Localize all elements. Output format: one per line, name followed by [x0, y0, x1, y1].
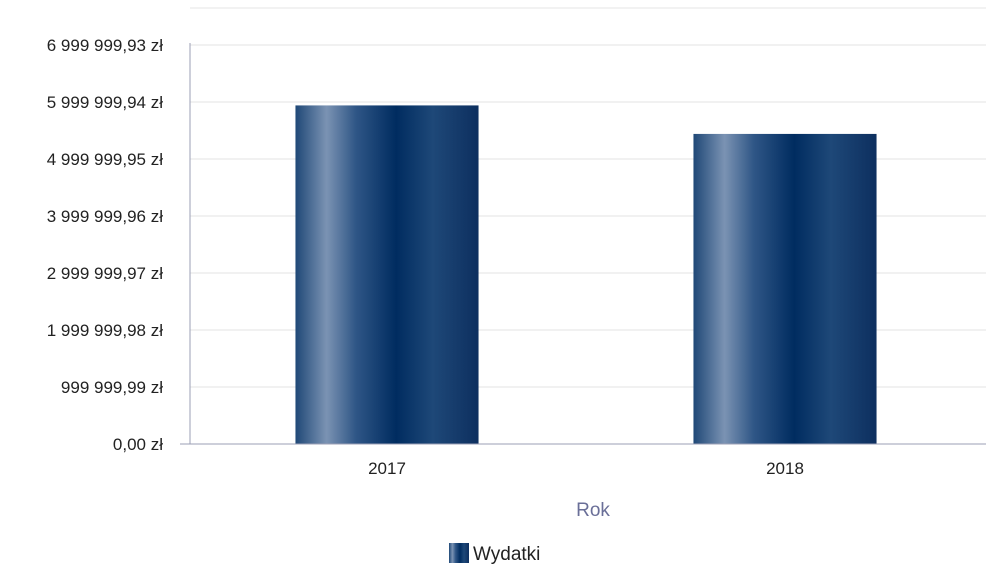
bar-2017[interactable] — [295, 105, 479, 445]
y-tick-label: 5 999 999,94 zł — [47, 93, 163, 112]
x-tick-labels: 2017 2018 — [368, 459, 804, 478]
y-tick-label: 3 999 999,96 zł — [47, 207, 163, 226]
y-tick-label: 999 999,99 zł — [61, 378, 163, 397]
bars — [295, 105, 877, 445]
legend-label: Wydatki — [473, 544, 540, 565]
y-tick-labels: 0,00 zł 999 999,99 zł 1 999 999,98 zł 2 999… — [47, 36, 163, 454]
bar-2018[interactable] — [693, 133, 877, 445]
y-tick-label: 1 999 999,98 zł — [47, 321, 163, 340]
legend[interactable]: Wydatki — [449, 543, 540, 565]
y-tick-label: 2 999 999,97 zł — [47, 264, 163, 283]
y-tick-label: 0,00 zł — [113, 435, 163, 454]
y-tick-label: 6 999 999,93 zł — [47, 36, 163, 55]
x-axis-title: Rok — [576, 500, 610, 521]
x-tick-label: 2018 — [766, 459, 804, 478]
x-tick-label: 2017 — [368, 459, 406, 478]
axes — [180, 43, 986, 445]
legend-swatch — [449, 543, 469, 563]
y-tick-label: 4 999 999,95 zł — [47, 150, 163, 169]
